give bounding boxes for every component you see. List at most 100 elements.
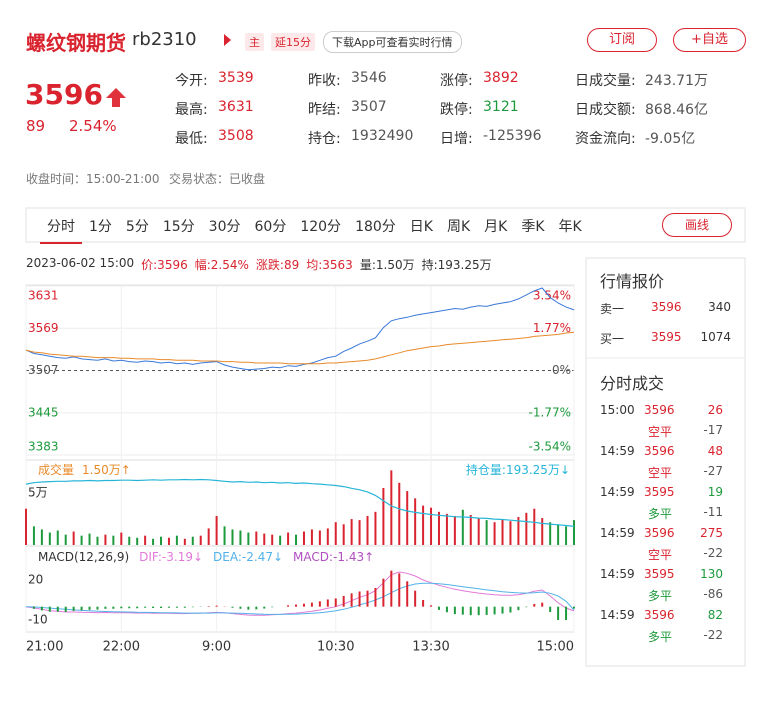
macd-bar xyxy=(517,606,520,611)
volume-bar xyxy=(430,507,433,545)
macd-bar xyxy=(318,601,321,607)
macd-bar xyxy=(549,606,552,612)
macd-bar xyxy=(136,606,139,609)
legend-readout: :-2.47↓ xyxy=(238,550,283,564)
volume-bar xyxy=(80,535,83,545)
macd-bar xyxy=(183,606,186,608)
macd-bar xyxy=(453,606,456,615)
trade-status: 交易状态：已收盘 xyxy=(169,172,266,186)
tab[interactable]: 季K xyxy=(521,219,545,235)
tab[interactable]: 1分 xyxy=(89,219,112,235)
stat-label: 最低: xyxy=(175,131,208,147)
legend-readout: 1.50万↑ xyxy=(82,463,131,477)
volume-bar xyxy=(152,538,155,545)
y-tick-label: 20 xyxy=(28,573,43,587)
macd-bar xyxy=(525,606,528,608)
stat-label: 日成交量: xyxy=(575,73,636,89)
volume-bar xyxy=(477,518,480,545)
volume-bar xyxy=(573,520,575,545)
macd-bar xyxy=(302,603,305,607)
y2-tick-label: -1.77% xyxy=(529,405,571,419)
stat-value: 3121 xyxy=(483,99,519,115)
legend: 成交量 1.50万↑ xyxy=(38,462,131,477)
stat-label: 昨结: xyxy=(308,102,341,118)
macd-bar xyxy=(239,606,242,609)
stat-label: 涨停: xyxy=(440,73,473,89)
tab[interactable]: 60分 xyxy=(254,219,287,235)
watchlist-button[interactable]: +自选 xyxy=(673,28,746,52)
stat-label: 日成交额: xyxy=(575,102,636,118)
info-item: 量:1.50万 xyxy=(359,258,415,272)
tab[interactable]: 5分 xyxy=(125,219,149,235)
macd-bar xyxy=(48,606,51,612)
volume-bar xyxy=(64,534,67,545)
subscribe-button[interactable]: 订阅 xyxy=(587,28,657,52)
x-tick-label: 21:00 xyxy=(26,640,63,655)
macd-bar xyxy=(350,593,353,607)
instrument-code: rb2310 xyxy=(132,29,197,50)
macd-bar xyxy=(263,606,266,609)
tab[interactable]: 月K xyxy=(484,219,508,235)
download-app[interactable]: 下载App可查看实时行情 xyxy=(323,31,462,53)
book-price: 3595 xyxy=(651,330,682,344)
tab[interactable]: 周K xyxy=(446,219,471,235)
badge-main: 主 xyxy=(245,33,264,51)
legend-name: MACD xyxy=(293,550,329,564)
macd-bar xyxy=(32,606,35,609)
macd-bar xyxy=(160,606,163,608)
legend-readout: :193.25万↓ xyxy=(502,463,570,477)
macd-bar xyxy=(175,606,178,608)
tab[interactable]: 分时 xyxy=(40,216,82,244)
trade-volume: 82 xyxy=(707,608,723,622)
macd-bar xyxy=(231,606,234,608)
open-interest-line xyxy=(25,478,575,527)
volume-bar xyxy=(56,530,59,545)
tab[interactable]: 日K xyxy=(409,219,433,235)
legend-name: 成交量 xyxy=(38,462,74,477)
trade-time: 14:59 xyxy=(600,485,635,499)
trade-price: 3596 xyxy=(644,403,675,417)
book-side: 买一 xyxy=(600,332,625,346)
x-tick-label: 22:00 xyxy=(103,640,140,655)
trade-volume: 26 xyxy=(707,403,723,417)
tab[interactable]: 120分 xyxy=(300,219,342,235)
macd-bar xyxy=(215,605,218,607)
legend-name: 持仓量 xyxy=(466,462,502,477)
trade-price: 3596 xyxy=(644,526,675,540)
volume-bar xyxy=(422,505,425,545)
stat-value: 3539 xyxy=(218,70,254,86)
volume-bar xyxy=(231,529,234,545)
macd-bar xyxy=(144,606,147,608)
volume-bar xyxy=(167,537,170,545)
y-tick-label: 5万 xyxy=(28,486,48,500)
tab[interactable]: 30分 xyxy=(208,219,241,235)
draw-button[interactable]: 画线 xyxy=(662,213,732,237)
macd-bar xyxy=(390,570,393,607)
volume-bar xyxy=(271,534,274,545)
trade-type: 空平 xyxy=(648,466,673,480)
trade-type: 多平 xyxy=(648,589,673,603)
macd-bar xyxy=(430,605,433,607)
up-arrow xyxy=(106,88,126,107)
volume-bar xyxy=(215,515,218,545)
volume-bar xyxy=(517,517,520,545)
volume-bar xyxy=(382,487,385,545)
stat-value: 3546 xyxy=(351,70,387,86)
y-tick-label: -10 xyxy=(28,613,48,627)
macd-bar xyxy=(255,606,258,610)
macd-bar xyxy=(64,606,67,612)
y2-tick-label: 1.77% xyxy=(533,321,571,335)
volume-bar xyxy=(414,498,417,545)
volume-bar xyxy=(326,528,329,545)
macd-bar xyxy=(167,606,170,608)
volume-bar xyxy=(191,536,194,545)
trade-volume: 130 xyxy=(700,567,723,581)
tab[interactable]: 年K xyxy=(558,219,582,235)
volume-bar xyxy=(461,509,464,545)
tab[interactable]: 15分 xyxy=(162,219,195,235)
instrument-name: 螺纹钢期货 xyxy=(26,31,126,55)
macd-bar xyxy=(56,606,59,612)
tab[interactable]: 180分 xyxy=(355,219,396,235)
macd-bar xyxy=(310,602,313,607)
trade-type: 空平 xyxy=(648,425,673,439)
